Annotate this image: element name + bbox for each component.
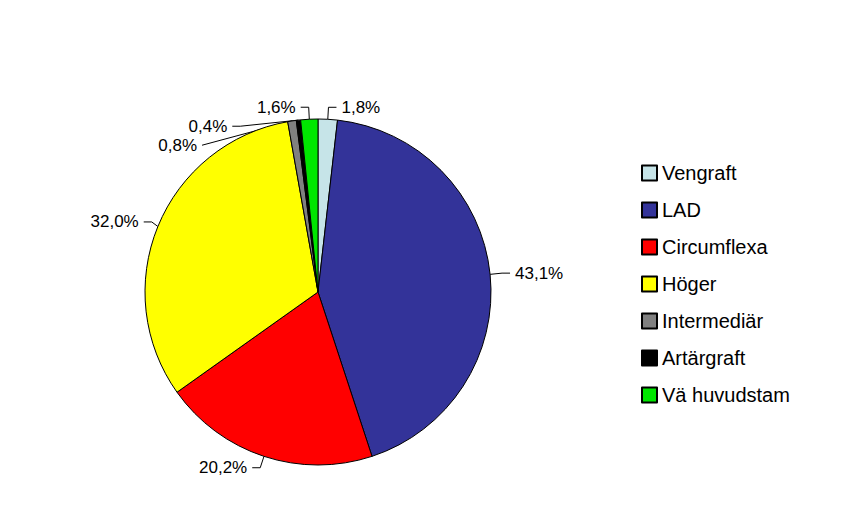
- svg-text:LAD: LAD: [662, 199, 701, 221]
- svg-text:0,4%: 0,4%: [189, 117, 228, 136]
- svg-text:1,8%: 1,8%: [341, 98, 380, 117]
- svg-text:43,1%: 43,1%: [515, 264, 563, 283]
- svg-text:0,8%: 0,8%: [158, 136, 197, 155]
- svg-text:Circumflexa: Circumflexa: [662, 236, 768, 258]
- svg-text:Vä huvudstam: Vä huvudstam: [662, 384, 790, 406]
- svg-text:1,6%: 1,6%: [257, 98, 296, 117]
- svg-text:Artärgraft: Artärgraft: [662, 347, 746, 369]
- svg-text:Intermediär: Intermediär: [662, 310, 763, 332]
- svg-text:20,2%: 20,2%: [199, 458, 247, 477]
- svg-text:Vengraft: Vengraft: [662, 162, 737, 184]
- svg-text:Höger: Höger: [662, 273, 717, 295]
- svg-text:32,0%: 32,0%: [91, 212, 139, 231]
